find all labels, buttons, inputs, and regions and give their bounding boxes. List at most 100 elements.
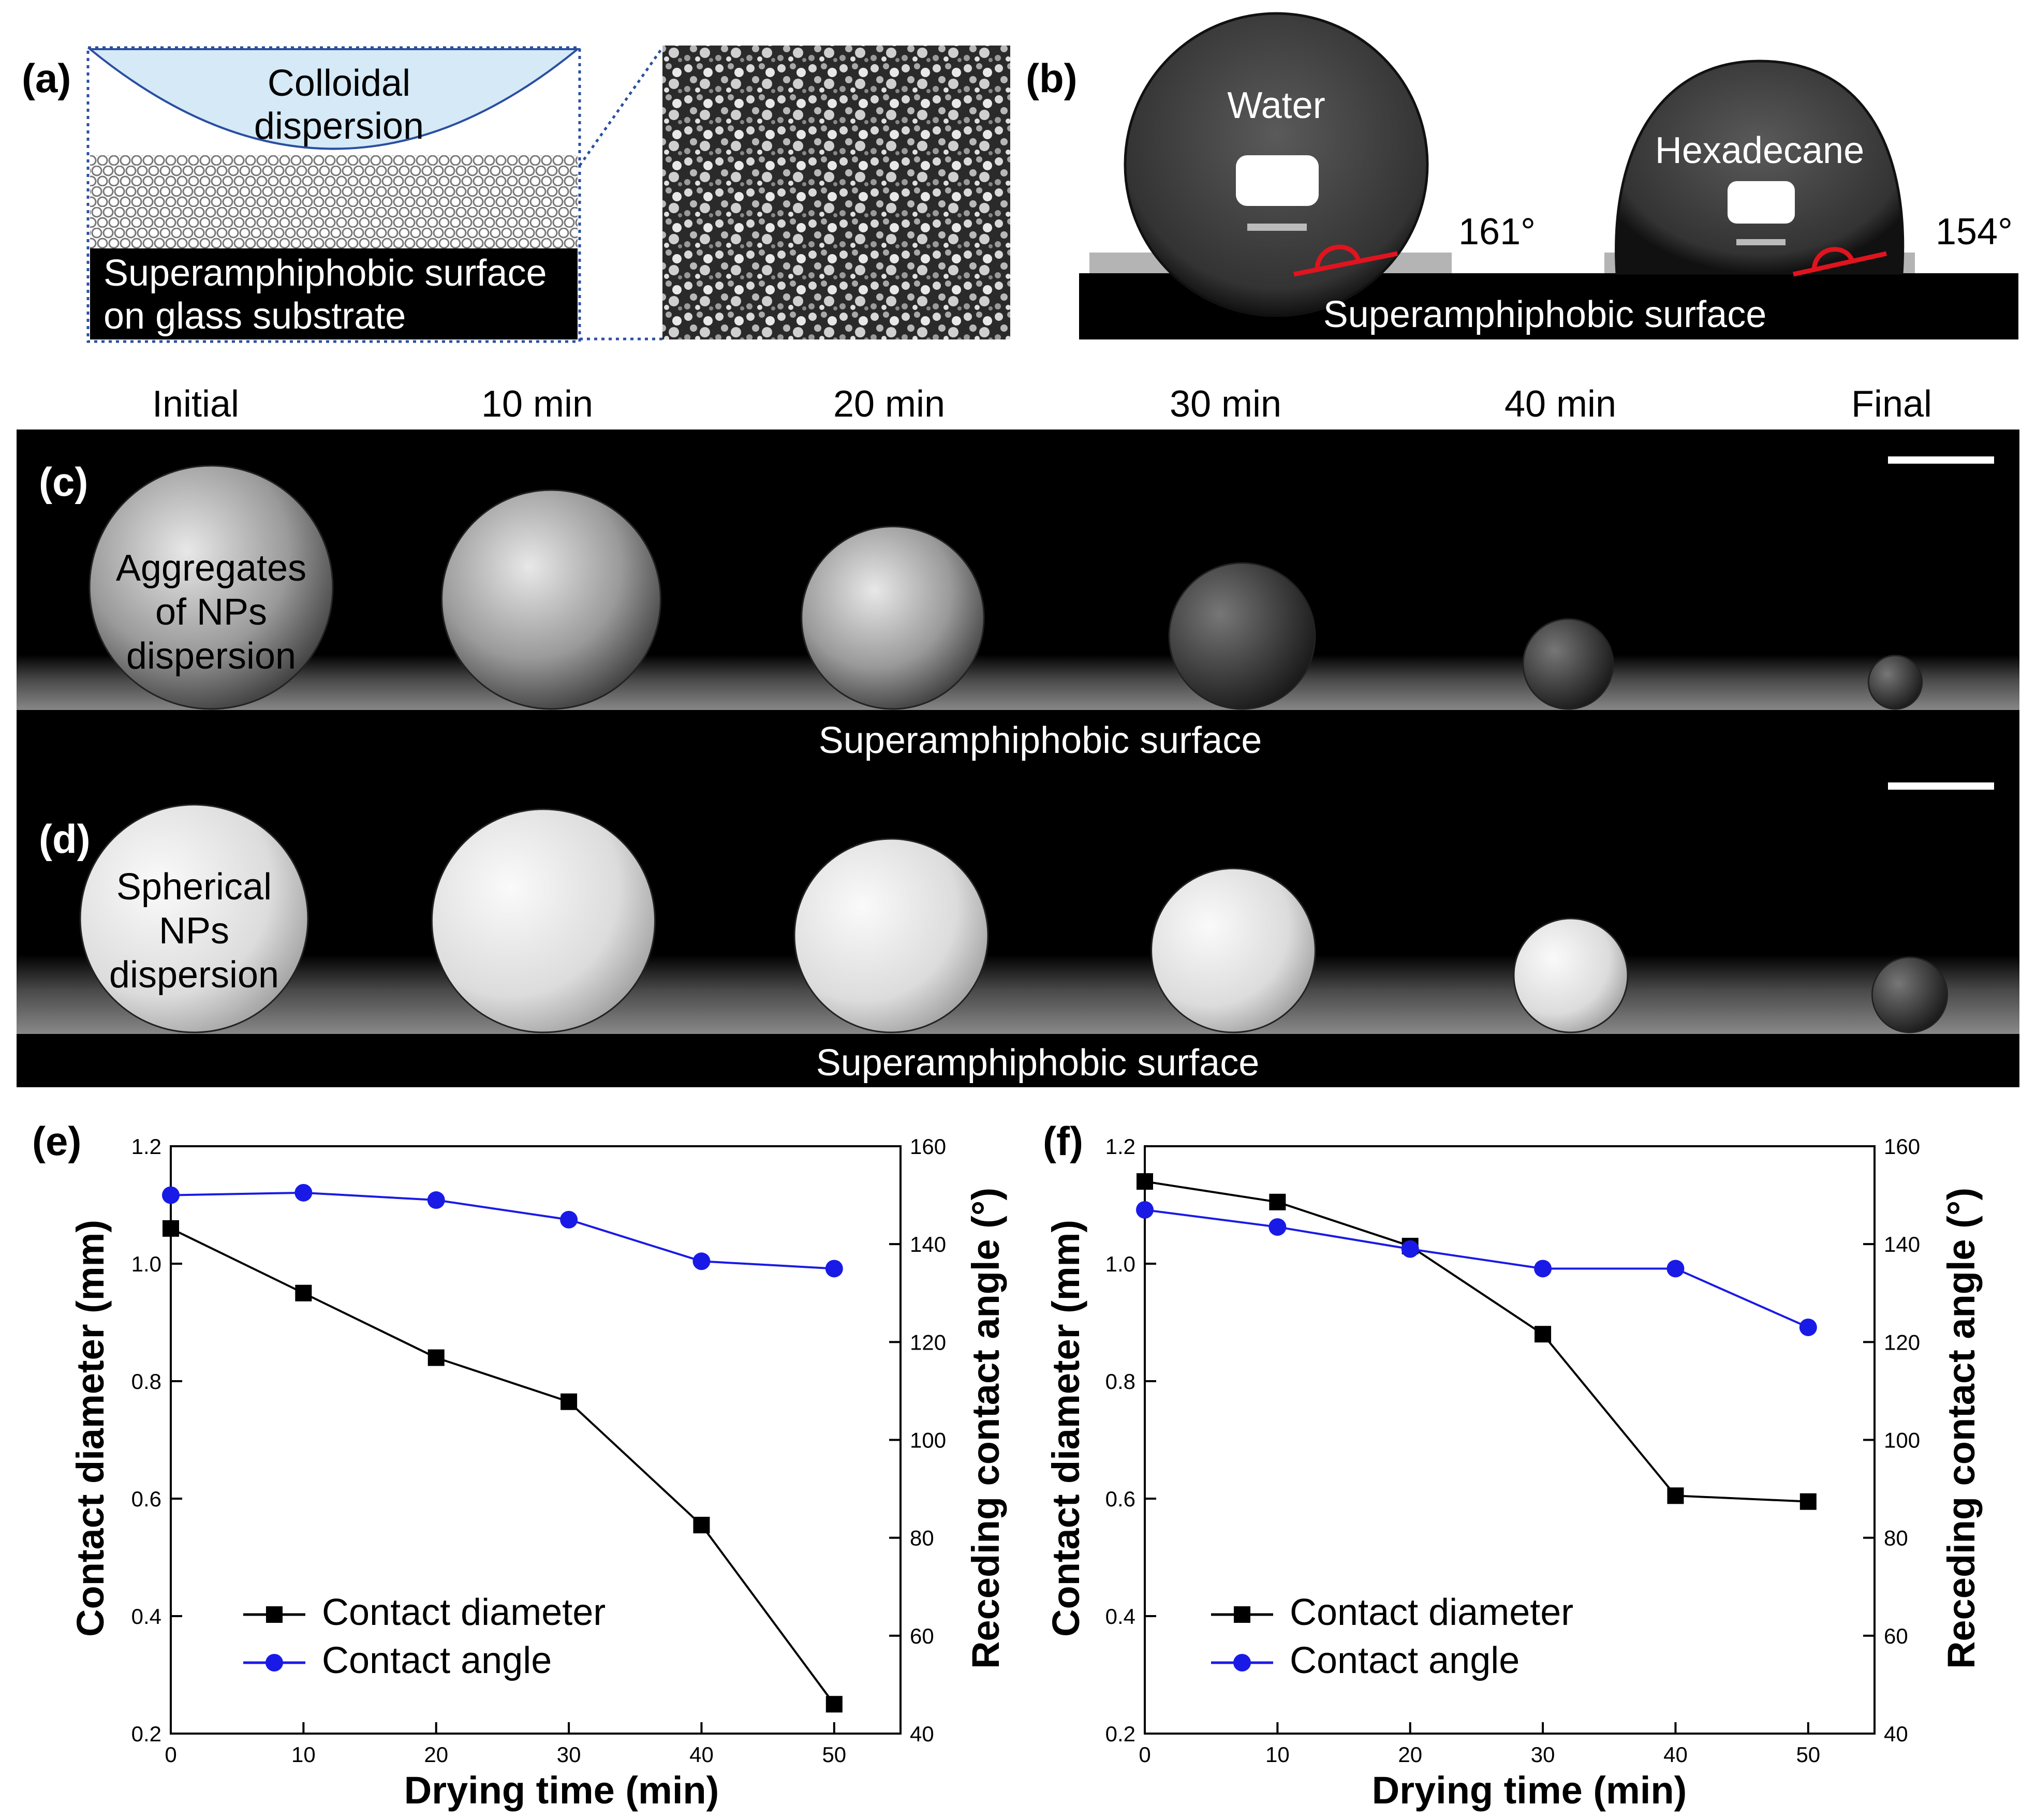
panel-f: (f) 0 10 20 30 40 50 0.2 0.4 0.6 0.8 1.0 1.2 40 60 80 1…: [1043, 1118, 1983, 1812]
chart-f-ytick-label: 1.0: [1105, 1252, 1135, 1276]
panel-c: (c) Aggregates of NPs dispersion Superam…: [17, 430, 2019, 771]
time-labels: Initial 10 min 20 min 30 min 40 min Fina…: [152, 383, 1932, 425]
hexadecane-label: Hexadecane: [1655, 130, 1864, 171]
c-droplet-3: [1168, 562, 1316, 710]
chart-e-ytick-label: 1.2: [131, 1134, 161, 1159]
chart-e-point-diameter: [693, 1517, 710, 1534]
c-droplet-5: [1867, 655, 1923, 710]
chart-f-xtick-label: 50: [1796, 1742, 1820, 1767]
chart-e-y2tick-label: 100: [910, 1428, 946, 1453]
chart-e-ytick-label: 0.6: [131, 1487, 161, 1511]
chart-e-ytick-label: 1.0: [131, 1252, 161, 1276]
chart-f-y2tick-label: 160: [1884, 1134, 1920, 1159]
d-droplet-3: [1150, 867, 1316, 1033]
chart-f-xtick-label: 20: [1398, 1742, 1422, 1767]
glass-substrate: [90, 248, 578, 339]
droplet-sequence-d: [79, 804, 1949, 1033]
chart-e-point-diameter: [825, 1696, 843, 1713]
chart-e-y2tick-label: 80: [910, 1526, 934, 1550]
droplet-sequence-c: [88, 465, 1923, 710]
colloidal-dispersion-drop: [87, 48, 581, 150]
surface-base-c: [17, 710, 2019, 771]
panel-e: (e) 0 10 20 30 40 50 0.2 0.4 0.6 0.8 1.0 1.2 40 60 80 1…: [32, 1118, 1007, 1812]
chart-e-point-diameter: [295, 1284, 312, 1301]
d-droplet-0: [79, 804, 309, 1033]
chart-f-point-angle: [1666, 1260, 1685, 1278]
panel-label-c: (c): [39, 459, 88, 505]
chart-e-point-diameter: [427, 1349, 445, 1366]
chart-f-y2tick-label: 140: [1884, 1232, 1920, 1256]
chart-e-xtick-label: 20: [424, 1742, 448, 1767]
chart-f-xtick-label: 0: [1139, 1742, 1150, 1767]
chart-f-y2tick-label: 40: [1884, 1722, 1908, 1746]
chart-e-legend-marker-0: [266, 1606, 283, 1623]
sem-micrograph: [662, 46, 1010, 339]
substrate-label-line1: Superamphiphobic surface: [104, 253, 547, 294]
chart-f-point-diameter: [1799, 1493, 1817, 1510]
surface-base-d: [17, 1034, 2019, 1087]
chart-f-xtick-label: 40: [1663, 1742, 1688, 1767]
note-d-line1: Spherical: [116, 866, 272, 908]
chart-f-xtick-label: 10: [1265, 1742, 1290, 1767]
chart-e-y2tick-label: 40: [910, 1722, 934, 1746]
chart-f: 0 10 20 30 40 50 0.2 0.4 0.6 0.8 1.0 1.2 40 60 80 100 12…: [1105, 1134, 1920, 1767]
water-reflection-line: [1247, 224, 1307, 231]
panel-label-a: (a): [22, 55, 71, 101]
scale-bar-d: [1888, 782, 1994, 790]
chart-e-ylabel: Contact diameter (mm): [69, 1220, 112, 1637]
chart-e-point-angle: [560, 1210, 578, 1229]
chart-e-point-angle: [294, 1183, 313, 1202]
note-d-line3: dispersion: [109, 954, 279, 996]
chart-e-xtick-label: 40: [689, 1742, 714, 1767]
chart-f-ytick-label: 0.4: [1105, 1604, 1135, 1629]
chart-f-point-diameter: [1535, 1326, 1552, 1343]
floor-c: [17, 655, 2019, 712]
time-label-initial: Initial: [152, 383, 239, 425]
c-droplet-1: [441, 489, 661, 710]
chart-f-y2label: Receding contact angle (°): [1940, 1188, 1983, 1669]
chart-f-legend-marker-0: [1234, 1606, 1250, 1623]
chart-e-series-line-0: [170, 1227, 835, 1705]
dispersion-label-line1: Colloidal: [268, 63, 410, 104]
chart-f-point-angle: [1534, 1260, 1552, 1278]
scale-bar-c: [1888, 456, 1994, 464]
panel-d: (d) Spherical NPs dispersion Superamphip…: [17, 771, 2019, 1087]
time-label-40min: 40 min: [1504, 383, 1616, 425]
hexadecane-droplet: [1615, 60, 1905, 275]
chart-f-point-angle: [1136, 1201, 1154, 1219]
time-label-final: Final: [1851, 383, 1932, 425]
chart-f-ylabel: Contact diameter (mm): [1044, 1220, 1087, 1637]
hexadecane-reflection-line: [1736, 239, 1786, 245]
chart-e-legend-diameter: Contact diameter: [322, 1592, 606, 1633]
chart-e-xtick-label: 30: [557, 1742, 581, 1767]
panel-label-e: (e): [32, 1118, 81, 1164]
chart-e-ytick-label: 0.4: [131, 1604, 161, 1629]
chart-f-point-angle: [1401, 1240, 1419, 1258]
panel-label-d: (d): [39, 816, 91, 862]
chart-f-xlabel: Drying time (min): [1372, 1769, 1687, 1812]
chart-f-legend-marker-1: [1233, 1654, 1251, 1671]
note-c-line2: of NPs: [155, 591, 267, 633]
chart-e-y2tick-label: 140: [910, 1232, 946, 1256]
time-label-30min: 30 min: [1170, 383, 1281, 425]
chart-f-point-diameter: [1269, 1193, 1286, 1210]
dispersion-label-line2: dispersion: [254, 106, 424, 147]
chart-f-y2tick-label: 80: [1884, 1526, 1908, 1550]
chart-e-xtick-label: 0: [165, 1742, 176, 1767]
panel-a: (a) Colloidal dispersion Superamphiphobi…: [22, 46, 1010, 343]
panel-label-b: (b): [1026, 55, 1078, 101]
chart-e-y2tick-label: 60: [910, 1624, 934, 1648]
surface-label-b: Superamphiphobic surface: [1323, 294, 1767, 335]
surface-label-d: Superamphiphobic surface: [816, 1042, 1260, 1084]
d-droplet-4: [1513, 918, 1629, 1033]
panel-b: (b) Water Hexadecane 161° 154° Superamph…: [1026, 12, 2018, 339]
chart-e-point-diameter: [560, 1393, 578, 1410]
time-label-20min: 20 min: [833, 383, 945, 425]
water-reflection: [1236, 155, 1319, 206]
hexadecane-reflection: [1728, 181, 1795, 224]
chart-e-legend-angle: Contact angle: [322, 1640, 552, 1681]
chart-f-point-angle: [1799, 1318, 1817, 1336]
chart-e-y2label: Receding contact angle (°): [964, 1188, 1007, 1669]
substrate-label-line2: on glass substrate: [104, 295, 406, 337]
